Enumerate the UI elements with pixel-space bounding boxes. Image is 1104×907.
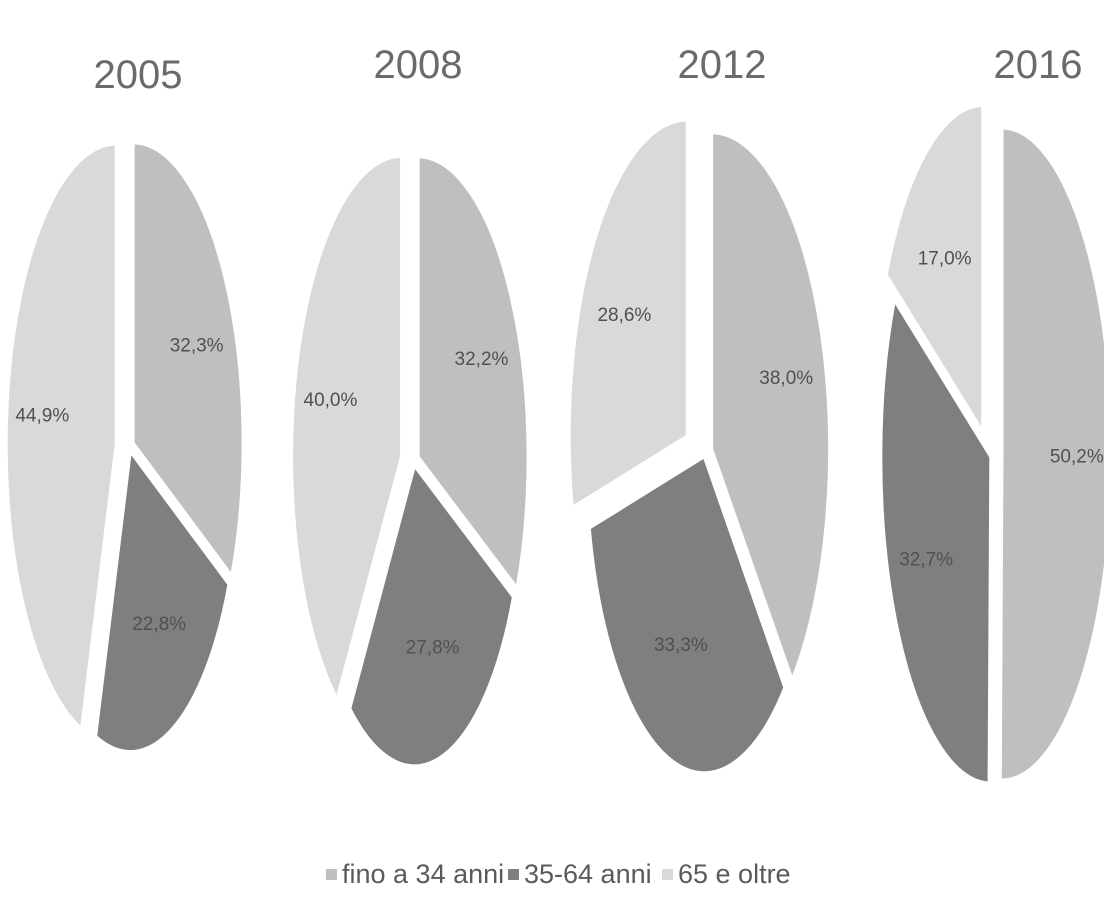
legend-swatch [326, 869, 337, 880]
pie-slice-fino-a-34-anni [416, 155, 530, 592]
pie-slice-65-e-oltre [884, 104, 985, 437]
slice-label: 32,7% [899, 550, 953, 571]
pie-title: 2005 [94, 53, 183, 97]
pie-slice-fino-a-34-anni [710, 131, 832, 684]
pie-slice-65-e-oltre [567, 118, 689, 511]
slice-label: 22,8% [132, 614, 186, 635]
legend-label: 65 e oltre [678, 859, 791, 889]
slice-label: 32,2% [455, 349, 509, 370]
pie-slice-35-64-anni [348, 462, 515, 768]
legend-swatch [508, 869, 519, 880]
slice-label: 17,0% [918, 249, 972, 270]
slice-label: 50,2% [1050, 447, 1104, 468]
pie-2008: 2008 32,2% 27,8% 40,0% [290, 43, 530, 768]
legend-swatch [662, 869, 673, 880]
legend: fino a 34 anni 35-64 anni 65 e oltre [326, 859, 791, 889]
pie-title: 2008 [374, 43, 463, 87]
slice-label: 32,3% [170, 336, 224, 357]
pie-2005: 2005 32,3% 22,8% 44,9% [4, 53, 245, 754]
legend-label: 35-64 anni [524, 859, 652, 889]
slice-label: 40,0% [304, 390, 358, 411]
pie-title: 2016 [994, 43, 1083, 87]
slice-label: 44,9% [15, 405, 69, 426]
slice-label: 33,3% [654, 635, 708, 656]
pie-slice-fino-a-34-anni [131, 141, 245, 580]
pie-2012: 2012 38,0% 33,3% 28,6% [567, 43, 832, 775]
slice-label: 27,8% [406, 637, 460, 658]
pie-slice-65-e-oltre [4, 142, 118, 732]
pie-title: 2012 [678, 43, 767, 87]
pie-slice-35-64-anni [587, 454, 787, 775]
pie-slice-35-64-anni [94, 447, 231, 754]
legend-item-fino-a-34-anni: fino a 34 anni [326, 859, 504, 889]
legend-item-65-e-oltre: 65 e oltre [662, 859, 791, 889]
pies-group: 200532,3%22,8%44,9%200832,2%27,8%40,0%20… [4, 43, 1104, 785]
pie-2016: 2016 50,2% 32,7% 17,0% [879, 43, 1104, 785]
pie-slice-35-64-anni [879, 296, 993, 785]
legend-label: fino a 34 anni [342, 859, 504, 889]
slice-label: 38,0% [759, 368, 813, 389]
slice-label: 28,6% [597, 305, 651, 326]
legend-item-35-64-anni: 35-64 anni [508, 859, 652, 889]
pie-slice-65-e-oltre [290, 154, 404, 704]
pie-slice-fino-a-34-anni [998, 126, 1104, 782]
